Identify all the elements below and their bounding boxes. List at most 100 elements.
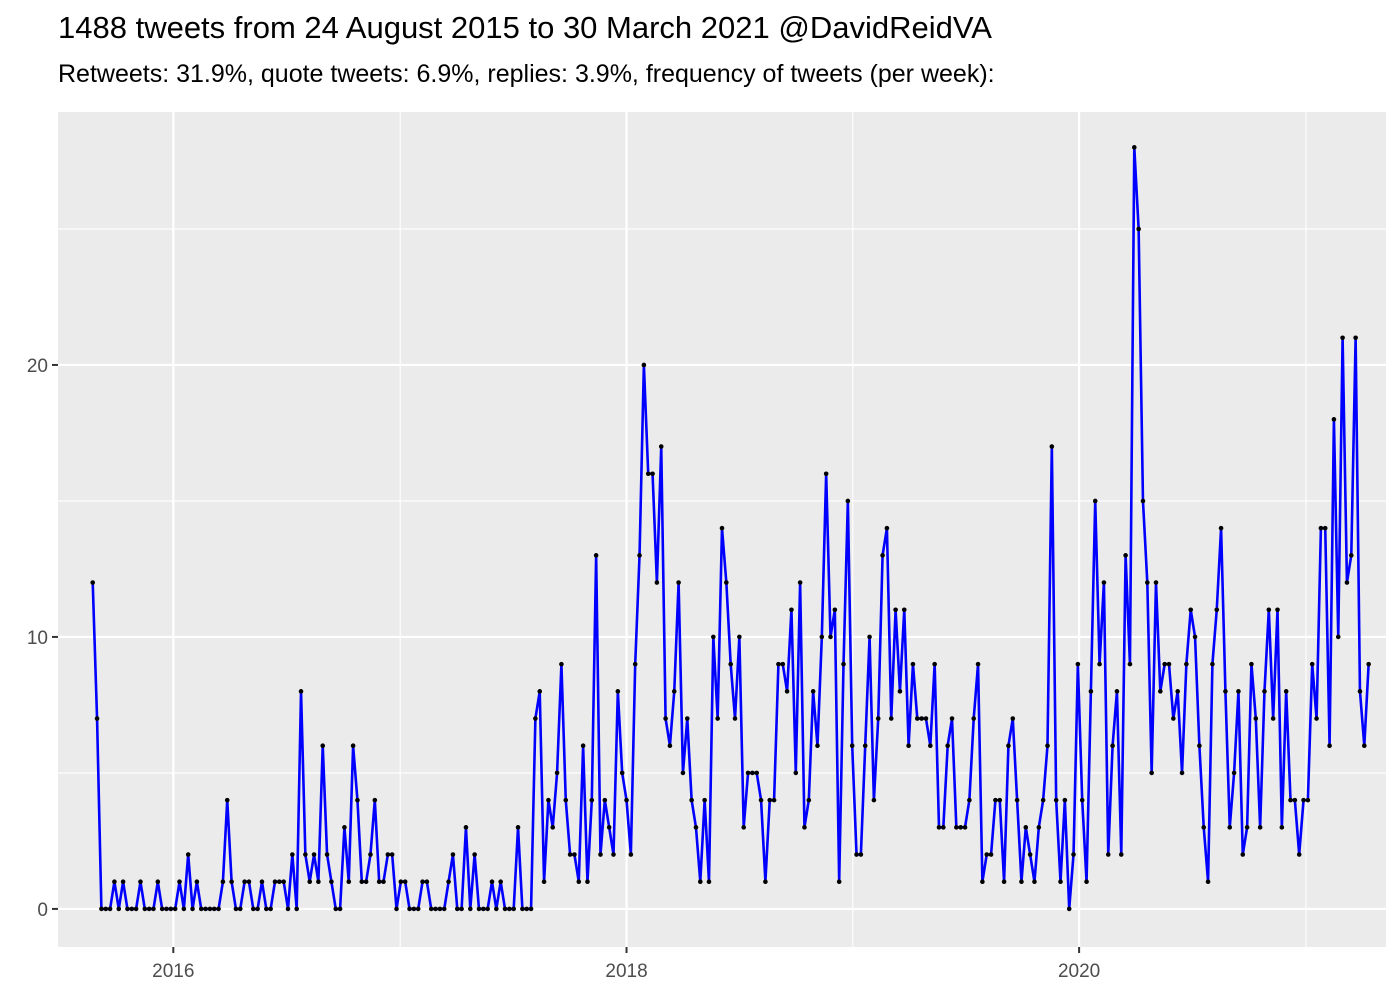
data-point: [923, 716, 929, 721]
data-point: [880, 553, 885, 558]
data-point: [1279, 825, 1285, 830]
data-point: [311, 852, 317, 857]
data-point: [684, 716, 690, 721]
data-point: [1236, 689, 1241, 694]
series-points: [90, 145, 1371, 912]
data-point: [237, 906, 243, 912]
data-point: [1027, 852, 1033, 857]
data-point: [1301, 797, 1306, 803]
data-point: [645, 471, 651, 477]
data-point: [1049, 444, 1055, 449]
data-point: [1366, 661, 1371, 667]
data-point: [164, 906, 169, 912]
data-point: [767, 797, 773, 803]
data-point: [507, 906, 512, 912]
data-point: [823, 471, 829, 477]
data-point: [277, 879, 282, 885]
data-point: [337, 906, 343, 912]
data-point: [758, 797, 764, 803]
data-point: [624, 797, 629, 803]
data-point: [350, 743, 356, 749]
data-point: [250, 906, 256, 912]
data-point: [355, 797, 360, 803]
data-point: [342, 825, 347, 830]
data-point: [1136, 226, 1141, 232]
data-point: [494, 906, 499, 912]
data-point: [680, 770, 686, 776]
data-point: [906, 743, 911, 749]
data-point: [528, 906, 534, 912]
data-point: [1001, 879, 1007, 885]
data-point: [654, 580, 660, 585]
data-point: [845, 498, 851, 504]
data-point: [928, 743, 933, 749]
data-point: [1223, 689, 1228, 694]
data-point: [177, 879, 182, 885]
data-point: [841, 661, 846, 667]
data-point: [1158, 689, 1163, 694]
data-point: [611, 852, 616, 857]
data-point: [901, 607, 907, 613]
data-point: [1266, 607, 1272, 613]
data-point: [576, 879, 582, 885]
data-point: [1101, 580, 1107, 585]
data-point: [1340, 335, 1345, 341]
data-point: [441, 906, 447, 912]
data-point: [1019, 879, 1024, 885]
data-point: [1175, 689, 1180, 694]
data-point: [1344, 580, 1350, 585]
data-point: [90, 580, 96, 585]
data-point: [1079, 797, 1085, 803]
data-point: [142, 906, 148, 912]
data-point: [715, 716, 720, 721]
data-point: [476, 906, 482, 912]
data-point: [1045, 743, 1050, 749]
data-point: [1040, 797, 1046, 803]
data-point: [112, 879, 117, 885]
data-point: [372, 797, 378, 803]
data-point: [1062, 797, 1068, 803]
data-point: [120, 879, 126, 885]
data-point: [706, 879, 712, 885]
data-point: [329, 879, 334, 885]
data-point: [1318, 525, 1324, 531]
data-point: [255, 906, 260, 912]
data-point: [563, 797, 569, 803]
data-point: [1227, 825, 1233, 830]
data-point: [793, 770, 799, 776]
data-point: [1105, 852, 1111, 857]
data-point: [1006, 743, 1011, 749]
data-point: [932, 661, 937, 667]
data-point: [828, 634, 833, 640]
data-point: [572, 852, 577, 857]
data-point: [459, 906, 464, 912]
data-point: [272, 879, 278, 885]
data-point: [107, 906, 113, 912]
data-point: [1210, 661, 1215, 667]
data-point: [763, 879, 768, 885]
data-point: [316, 879, 321, 885]
data-point: [689, 797, 694, 803]
data-point: [1257, 825, 1263, 830]
data-point: [498, 879, 503, 885]
x-tick-label: 2016: [152, 961, 194, 982]
data-point: [862, 743, 868, 749]
data-point: [1357, 689, 1363, 694]
data-point: [936, 825, 942, 830]
data-point: [910, 661, 916, 667]
data-point: [190, 906, 195, 912]
data-point: [437, 906, 443, 912]
data-point: [1240, 852, 1246, 857]
data-point: [1214, 607, 1220, 613]
data-point: [658, 444, 664, 449]
data-point: [585, 879, 590, 885]
data-point: [1092, 498, 1098, 504]
data-point: [1309, 661, 1315, 667]
x-tick-label: 2020: [1058, 961, 1100, 982]
data-point: [949, 716, 955, 721]
data-point: [324, 852, 330, 857]
data-point: [1166, 661, 1172, 667]
data-point: [428, 906, 434, 912]
data-point: [198, 906, 204, 912]
data-point: [281, 879, 286, 885]
